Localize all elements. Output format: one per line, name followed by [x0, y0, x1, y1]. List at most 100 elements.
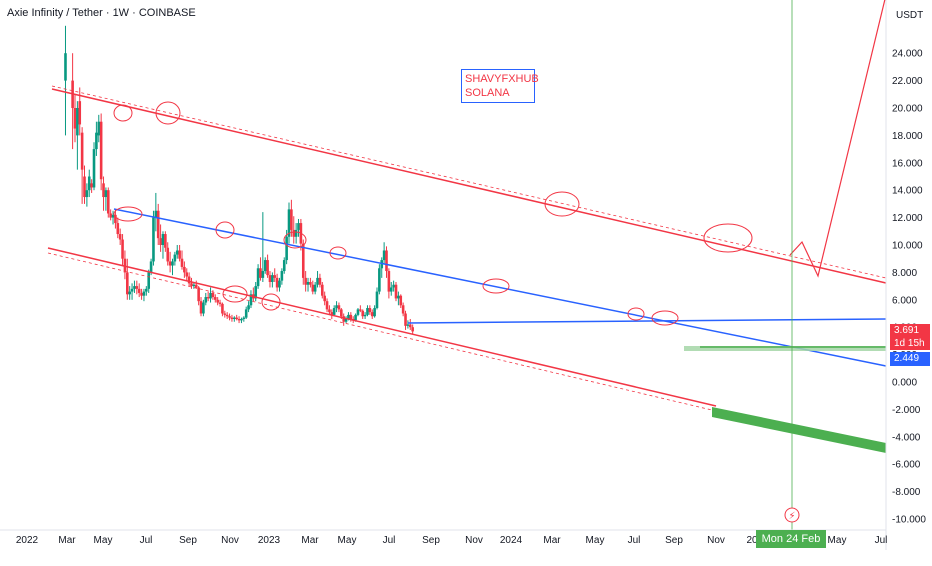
candle-body[interactable] [80, 132, 84, 170]
candle-body[interactable] [168, 261, 172, 266]
candle-body[interactable] [394, 284, 398, 299]
candle-body[interactable] [76, 108, 79, 136]
candle-body[interactable] [340, 309, 343, 317]
blue-horizontal-support[interactable] [407, 318, 887, 324]
candle-body[interactable] [378, 268, 381, 292]
candle-body[interactable] [161, 234, 165, 245]
candle-body[interactable] [175, 250, 179, 255]
candle-body[interactable] [118, 234, 122, 240]
candle-body[interactable] [301, 243, 305, 278]
candle-body[interactable] [192, 284, 196, 287]
candle-body[interactable] [206, 297, 210, 299]
candle-body[interactable] [392, 284, 395, 288]
candle-body[interactable] [223, 313, 227, 315]
candle-body[interactable] [373, 308, 376, 317]
candle-body[interactable] [356, 309, 360, 315]
price-chart[interactable]: USDT 24.000 22.000 20.000 18.000 16.000 14.00… [0, 0, 932, 550]
candle-body[interactable] [90, 183, 93, 188]
candle-body[interactable] [197, 287, 200, 302]
candle-body[interactable] [359, 309, 362, 311]
candle-body[interactable] [233, 317, 236, 319]
candle-body[interactable] [183, 266, 186, 273]
candle-body[interactable] [194, 284, 198, 288]
candle-body[interactable] [316, 277, 319, 285]
candle-body[interactable] [244, 309, 248, 318]
candle-body[interactable] [154, 210, 158, 218]
candle-body[interactable] [152, 217, 155, 262]
candle-body[interactable] [187, 276, 191, 284]
candle-body[interactable] [178, 250, 181, 259]
candle-body[interactable] [332, 308, 336, 315]
candle-body[interactable] [171, 261, 174, 266]
candle-body[interactable] [128, 291, 131, 295]
candle-body[interactable] [290, 209, 293, 230]
candle-body[interactable] [266, 260, 269, 276]
candle-body[interactable] [337, 305, 341, 310]
candle-body[interactable] [344, 318, 348, 322]
candle-body[interactable] [242, 317, 246, 319]
projection-path[interactable] [789, 0, 886, 278]
candle-body[interactable] [375, 291, 379, 309]
event-marker-icon[interactable] [784, 507, 800, 523]
candle-body[interactable] [330, 312, 334, 315]
candle-body[interactable] [280, 271, 284, 281]
candle-body[interactable] [366, 308, 369, 315]
candle-body[interactable] [116, 223, 120, 235]
candle-body[interactable] [282, 260, 286, 272]
candle-body[interactable] [361, 310, 365, 317]
candle-body[interactable] [347, 314, 350, 319]
candle-body[interactable] [142, 291, 146, 296]
candle-body[interactable] [408, 324, 412, 328]
candle-body[interactable] [204, 297, 208, 303]
support-zone-rect[interactable] [684, 346, 886, 351]
channel-upper-line[interactable] [51, 88, 887, 284]
candle-body[interactable] [106, 190, 110, 214]
candle-body[interactable] [278, 280, 281, 288]
candle-body[interactable] [363, 314, 367, 317]
candle-body[interactable] [294, 229, 298, 237]
candle-body[interactable] [320, 284, 324, 296]
candle-body[interactable] [247, 305, 250, 310]
candle-body[interactable] [349, 314, 353, 319]
candle-body[interactable] [213, 297, 217, 300]
candle-body[interactable] [92, 149, 96, 188]
candle-body[interactable] [209, 292, 212, 299]
candle-body[interactable] [87, 176, 91, 191]
candle-body[interactable] [180, 258, 184, 267]
candle-body[interactable] [230, 317, 234, 319]
candle-body[interactable] [97, 121, 101, 136]
candle-body[interactable] [147, 272, 151, 289]
candle-body[interactable] [249, 294, 253, 306]
candle-body[interactable] [406, 324, 410, 326]
candle-body[interactable] [342, 316, 345, 322]
candle-body[interactable] [275, 277, 279, 288]
candle-body[interactable] [323, 295, 326, 302]
candle-body[interactable] [387, 271, 391, 292]
channel-lower-line[interactable] [47, 247, 717, 407]
candle-body[interactable] [311, 284, 315, 292]
candle-body[interactable] [64, 53, 67, 81]
candle-body[interactable] [149, 261, 153, 273]
candle-body[interactable] [159, 238, 162, 245]
candle-body[interactable] [109, 213, 112, 218]
candle-body[interactable] [73, 108, 77, 129]
target-zone-band[interactable] [712, 407, 886, 453]
candle-body[interactable] [397, 295, 400, 299]
candle-body[interactable] [202, 302, 205, 314]
candle-body[interactable] [256, 268, 260, 287]
candle-body[interactable] [166, 247, 170, 262]
candle-body[interactable] [401, 305, 405, 314]
candle-body[interactable] [385, 250, 388, 272]
candle-body[interactable] [216, 299, 219, 303]
candle-body[interactable] [156, 210, 160, 239]
candle-body[interactable] [328, 309, 331, 313]
candle-body[interactable] [102, 183, 105, 198]
candle-body[interactable] [292, 229, 296, 237]
candle-body[interactable] [261, 271, 265, 278]
candle-body[interactable] [304, 277, 307, 285]
candle-body[interactable] [263, 260, 267, 272]
candle-body[interactable] [85, 190, 89, 198]
candle-body[interactable] [221, 303, 224, 314]
candle-body[interactable] [240, 318, 243, 321]
candle-body[interactable] [135, 286, 139, 289]
